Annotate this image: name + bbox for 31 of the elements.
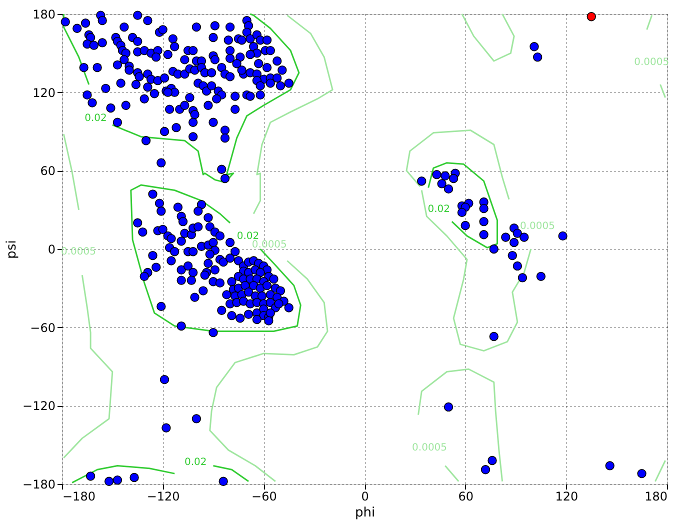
series-label: 0.0005: [634, 57, 670, 68]
line-series: [406, 129, 510, 200]
x-tick-label: 0: [361, 490, 369, 504]
series-label: 0.02: [184, 456, 207, 468]
y-tick-label: 60: [40, 164, 56, 178]
x-tick-label: −120: [146, 490, 180, 504]
text: 0.0005: [520, 220, 555, 232]
y-axis-title: psi: [4, 240, 20, 259]
line-series: [461, 13, 515, 62]
x-axis-title: phi: [354, 506, 376, 520]
y-tick-label: −60: [30, 320, 56, 335]
x-tick-label: −180: [62, 490, 96, 504]
line-series: [112, 13, 300, 184]
y-tick-label: −180: [22, 478, 56, 492]
y-tick-label: 180: [32, 8, 56, 22]
y-tick-label: 0: [48, 242, 56, 256]
x-tick-label: 120: [555, 490, 578, 504]
line-series: [209, 260, 328, 482]
series-label: 0.02: [84, 113, 107, 124]
line-series: [252, 14, 334, 214]
line-series: [62, 274, 114, 459]
x-tick-label: 60: [458, 490, 474, 504]
x-tick-label: −60: [252, 490, 277, 504]
series-label: 0.0005: [412, 442, 448, 454]
y-tick-label: 120: [32, 86, 56, 100]
series-label: 0.02: [428, 204, 450, 216]
series-label: 0.0005: [252, 240, 287, 251]
line-series: [71, 464, 176, 484]
text: 0.0005: [61, 246, 96, 258]
x-tick-label: 180: [644, 490, 668, 504]
y-tick-label: −120: [22, 399, 56, 414]
